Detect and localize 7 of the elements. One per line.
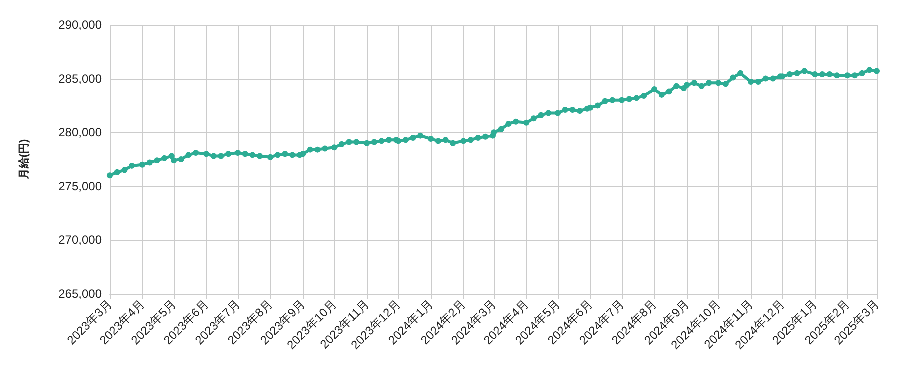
y-tick-label: 290,000 (58, 18, 102, 32)
y-tick-label: 270,000 (58, 233, 102, 248)
y-tick-label: 275,000 (58, 179, 102, 194)
y-tick-label: 265,000 (58, 287, 102, 301)
y-axis-title: 月給(円) (18, 139, 30, 181)
y-tick-label: 285,000 (58, 72, 102, 86)
y-tick-label: 280,000 (58, 126, 102, 140)
